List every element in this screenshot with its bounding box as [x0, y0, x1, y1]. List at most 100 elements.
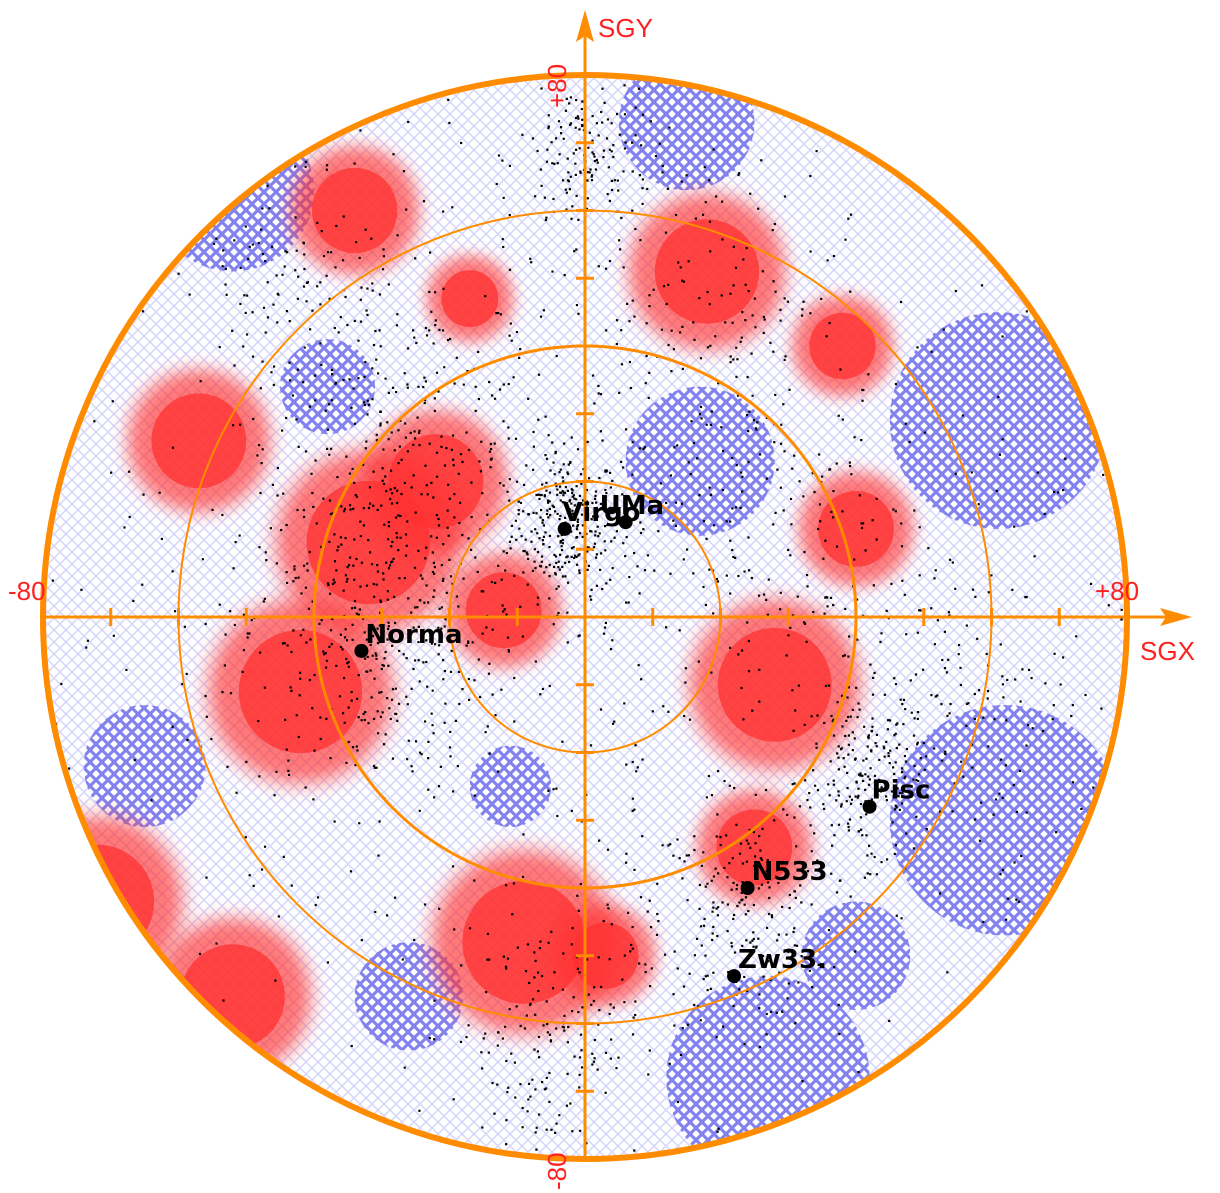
galaxy-point-783 — [402, 653, 405, 656]
galaxy-point-789 — [355, 745, 358, 748]
galaxy-point-886 — [362, 401, 366, 404]
galaxy-point-1356 — [654, 155, 658, 158]
galaxy-point-2309 — [565, 208, 568, 211]
galaxy-point-624 — [375, 654, 378, 657]
galaxy-point-1579 — [701, 213, 705, 216]
galaxy-point-1145 — [423, 401, 426, 405]
galaxy-point-1321 — [545, 160, 549, 163]
galaxy-point-442 — [698, 883, 702, 887]
galaxy-point-781 — [387, 525, 391, 528]
galaxy-point-1358 — [590, 175, 593, 178]
galaxy-point-510 — [793, 944, 796, 947]
galaxy-point-346 — [815, 742, 818, 745]
galaxy-point-1259 — [581, 100, 584, 103]
galaxy-point-27 — [591, 501, 594, 505]
galaxy-point-1952 — [806, 798, 809, 802]
galaxy-point-1411 — [572, 996, 575, 999]
galaxy-point-1635 — [801, 308, 804, 311]
galaxy-point-2265 — [747, 460, 750, 464]
galaxy-point-899 — [503, 608, 506, 611]
galaxy-point-64 — [571, 512, 575, 515]
galaxy-point-2230 — [502, 245, 505, 249]
galaxy-point-1925 — [965, 624, 968, 627]
galaxy-point-2004 — [1059, 683, 1062, 686]
galaxy-point-932 — [446, 339, 450, 342]
galaxy-point-1936 — [1100, 707, 1103, 710]
galaxy-point-563 — [741, 881, 744, 884]
overdense-region-2 — [358, 403, 514, 560]
galaxy-point-1251 — [577, 218, 580, 221]
galaxy-point-958 — [325, 447, 329, 450]
galaxy-point-351 — [843, 765, 846, 768]
galaxy-point-472 — [803, 956, 806, 959]
galaxy-point-2336 — [806, 585, 809, 588]
galaxy-point-1352 — [543, 196, 546, 199]
galaxy-point-1323 — [576, 115, 579, 118]
galaxy-point-1604 — [631, 299, 634, 302]
galaxy-point-560 — [794, 896, 797, 900]
galaxy-point-181 — [526, 557, 530, 561]
galaxy-point-272 — [908, 790, 911, 793]
galaxy-point-2471 — [1030, 676, 1033, 680]
galaxy-point-436 — [873, 671, 876, 675]
galaxy-point-2450 — [621, 466, 625, 469]
galaxy-point-2225 — [826, 259, 829, 262]
galaxy-point-607 — [741, 862, 745, 865]
galaxy-point-2156 — [731, 857, 734, 860]
galaxy-point-1075 — [435, 536, 438, 539]
galaxy-point-376 — [857, 787, 860, 790]
galaxy-point-1225 — [414, 437, 417, 440]
galaxy-point-1609 — [574, 162, 577, 165]
galaxy-point-466 — [758, 993, 761, 996]
galaxy-point-476 — [770, 916, 774, 919]
galaxy-point-1216 — [414, 511, 417, 514]
galaxy-point-1686 — [803, 622, 807, 625]
galaxy-point-931 — [326, 428, 330, 431]
galaxy-point-1161 — [391, 540, 394, 544]
galaxy-point-1589 — [604, 267, 608, 270]
galaxy-point-1957 — [1051, 718, 1054, 721]
galaxy-point-1748 — [620, 329, 623, 332]
galaxy-point-509 — [799, 884, 802, 887]
galaxy-point-1870 — [252, 417, 255, 421]
galaxy-point-404 — [816, 714, 819, 717]
galaxy-point-1629 — [773, 222, 777, 226]
galaxy-point-1275 — [594, 168, 597, 171]
galaxy-point-1945 — [967, 702, 970, 705]
galaxy-point-2209 — [610, 540, 613, 543]
galaxy-point-1619 — [731, 321, 734, 324]
galaxy-point-2331 — [397, 461, 400, 465]
galaxy-point-1954 — [954, 587, 957, 590]
galaxy-point-1596 — [706, 290, 709, 294]
galaxy-point-2548 — [597, 1023, 600, 1026]
galaxy-point-1314 — [581, 123, 584, 127]
galaxy-point-1424 — [596, 1068, 599, 1071]
galaxy-point-1469 — [580, 1066, 584, 1069]
galaxy-point-542 — [793, 890, 796, 893]
galaxy-point-935 — [431, 551, 434, 554]
galaxy-point-1568 — [681, 367, 685, 370]
galaxy-point-2009 — [1026, 724, 1030, 727]
galaxy-point-107 — [546, 501, 550, 504]
galaxy-point-2238 — [80, 588, 83, 591]
galaxy-point-1900 — [281, 273, 284, 276]
galaxy-point-801 — [354, 764, 357, 767]
galaxy-point-1419 — [581, 1006, 584, 1009]
galaxy-point-1541 — [670, 370, 673, 373]
galaxy-point-256 — [575, 535, 579, 539]
galaxy-point-2360 — [381, 268, 385, 271]
galaxy-point-1550 — [801, 314, 804, 317]
galaxy-point-731 — [376, 570, 380, 573]
galaxy-point-1044 — [418, 443, 421, 447]
galaxy-point-1642 — [628, 320, 631, 323]
galaxy-point-813 — [284, 718, 287, 721]
galaxy-point-2204 — [256, 454, 259, 457]
galaxy-point-866 — [302, 515, 306, 519]
galaxy-point-2093 — [668, 126, 671, 129]
galaxy-point-1186 — [576, 448, 580, 451]
galaxy-point-2538 — [132, 599, 135, 603]
galaxy-point-1308 — [567, 171, 570, 174]
galaxy-point-464 — [788, 906, 791, 910]
galaxy-point-946 — [446, 526, 449, 529]
